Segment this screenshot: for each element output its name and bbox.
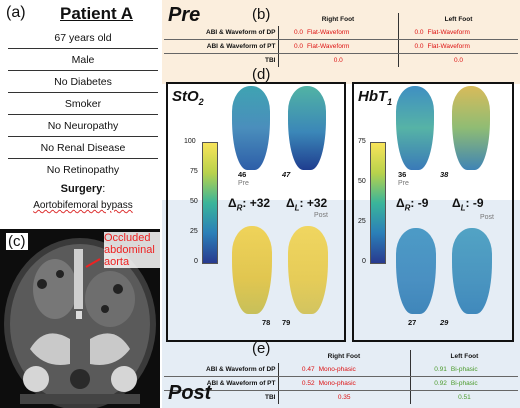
sto2-post-left-value: 79 (282, 318, 291, 327)
post-pt-right-wave: Mono-phasic (316, 376, 411, 391)
pre-tbi-right-value: 0.0 (277, 53, 399, 67)
panel-e-label: (e) (252, 340, 271, 357)
post-pt-right-value: 0.52 (277, 376, 317, 391)
hbt-delta-left: ΔL: -9 (452, 196, 484, 213)
pre-row-label: ABI & Waveform of PT (164, 39, 278, 54)
post-row-label: TBI (265, 394, 276, 401)
hbt-pre-right-value: 36 (398, 170, 407, 179)
fact-age: 67 years old (54, 31, 112, 44)
pre-pt-right-wave: Flat-Waveform (305, 39, 399, 54)
sto2-tick: 25 (190, 228, 198, 235)
pre-dp-left-value: 0.0 (397, 26, 426, 40)
post-label: Post (168, 382, 212, 404)
hbt-post-right-value: 27 (408, 318, 417, 327)
panel-a-label: (a) (6, 4, 26, 21)
hbt-post-tag: Post (480, 214, 495, 221)
sto2-post-right-foot (232, 226, 272, 314)
hbt-panel (352, 82, 514, 342)
sto2-pre-left-value: 47 (282, 170, 291, 179)
post-tbi-left-value: 0.51 (409, 390, 518, 404)
sto2-tick: 100 (184, 138, 196, 145)
panel-b-label: (b) (252, 6, 271, 23)
surgery-value: Aortobifemoral bypass (33, 200, 133, 211)
pre-row-label: ABI & Waveform of DP (164, 26, 278, 40)
fact-diabetes: No Diabetes (8, 70, 158, 93)
sto2-delta-right: ΔR: +32 (228, 196, 271, 213)
patient-facts-table: 67 years old Male No Diabetes Smoker No … (8, 27, 158, 180)
pre-pt-right-value: 0.0 (277, 39, 306, 54)
fact-sex: Male (8, 48, 158, 71)
post-pt-left-wave: Bi-phasic (448, 376, 518, 391)
fact-renal: No Renal Disease (8, 136, 158, 159)
hbt-delta-right: ΔR: -9 (396, 196, 429, 213)
sto2-pre-left-foot (288, 86, 326, 170)
sto2-tick: 50 (190, 198, 198, 205)
pre-tbi-left-value: 0.0 (397, 53, 518, 67)
surgery-label: Surgery: (60, 183, 106, 195)
hbt-post-right-foot (396, 228, 436, 314)
pre-dp-right-value: 0.0 (277, 26, 306, 40)
sto2-post-right-value: 78 (262, 318, 271, 327)
hbt-tick: 75 (358, 138, 366, 145)
fact-smoker: Smoker (8, 92, 158, 115)
pre-dp-right-wave: Flat-Waveform (305, 26, 399, 40)
sto2-title: StO2 (172, 88, 204, 107)
post-measurements-table: Right Foot Left Foot ABI & Waveform of D… (164, 350, 518, 404)
pre-col-left-foot: Left Foot (397, 13, 518, 26)
hbt-pre-right-foot (396, 86, 434, 170)
sto2-post-tag: Post (314, 212, 329, 219)
pre-row-label: TBI (265, 57, 276, 64)
hbt-pre-left-foot (452, 86, 490, 170)
sto2-post-left-foot (288, 226, 328, 314)
pre-pt-left-wave: Flat-Waveform (425, 39, 518, 54)
sto2-tick: 75 (190, 168, 198, 175)
hbt-tick: 25 (358, 218, 366, 225)
pre-dp-left-wave: Flat-Waveform (425, 26, 518, 40)
sto2-panel (166, 82, 346, 342)
sto2-pre-right-foot (232, 86, 270, 170)
sto2-pre-right-value: 46 (238, 170, 247, 179)
sto2-colorbar (202, 142, 218, 264)
sto2-delta-left: ΔL: +32 (286, 196, 328, 213)
post-tbi-right-value: 0.35 (277, 390, 411, 404)
panel-d-label: (d) (252, 66, 271, 83)
post-dp-right-value: 0.47 (277, 363, 317, 377)
post-row-label: ABI & Waveform of DP (164, 363, 278, 377)
post-dp-right-wave: Mono-phasic (316, 363, 411, 377)
hbt-title: HbT1 (358, 88, 393, 107)
sto2-pre-tag: Pre (238, 180, 249, 187)
hbt-tick: 0 (362, 258, 366, 265)
hbt-post-left-foot (452, 228, 492, 314)
post-dp-left-wave: Bi-phasic (448, 363, 518, 377)
post-pt-left-value: 0.92 (409, 376, 449, 391)
fact-neuropathy: No Neuropathy (8, 114, 158, 137)
post-row-label: ABI & Waveform of PT (164, 376, 278, 391)
post-col-left-foot: Left Foot (409, 350, 518, 363)
hbt-pre-left-value: 38 (440, 170, 449, 179)
sto2-tick: 0 (194, 258, 198, 265)
panel-c-label: (c) (6, 233, 28, 250)
pre-measurements-table: Right Foot Left Foot ABI & Waveform of D… (164, 13, 518, 67)
fact-retinopathy: No Retinopathy (8, 158, 158, 180)
pre-label: Pre (168, 4, 201, 26)
post-col-right-foot: Right Foot (327, 353, 361, 360)
post-dp-left-value: 0.91 (409, 363, 449, 377)
pre-pt-left-value: 0.0 (397, 39, 426, 54)
hbt-colorbar (370, 142, 386, 264)
hbt-post-left-value: 29 (440, 318, 449, 327)
pre-col-right-foot: Right Foot (321, 16, 355, 23)
patient-title: Patient A (60, 4, 134, 23)
hbt-tick: 50 (358, 178, 366, 185)
hbt-pre-tag: Pre (398, 180, 409, 187)
